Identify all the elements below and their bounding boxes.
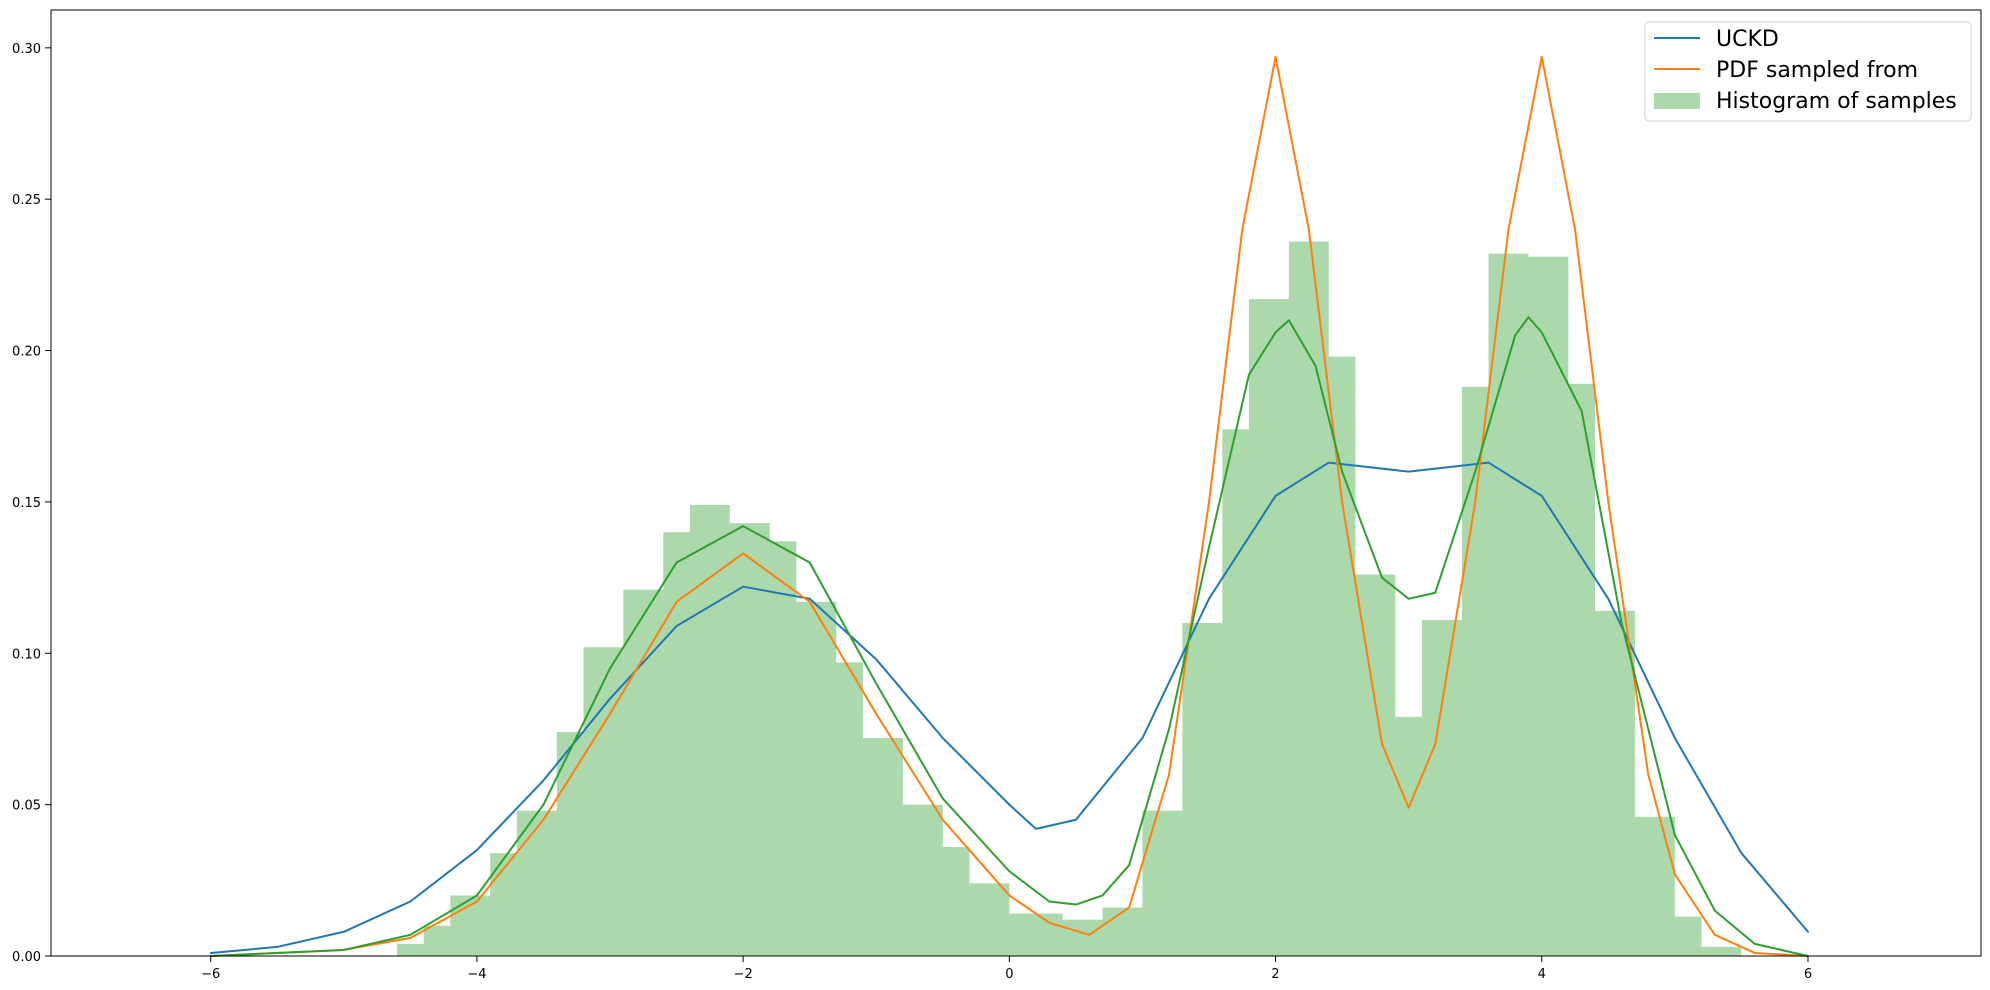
histogram-bar-22 <box>1142 810 1183 956</box>
histogram-bar-8 <box>623 589 664 956</box>
y-tick-label-4: 0.20 <box>12 345 41 360</box>
histogram-bar-5 <box>516 810 557 956</box>
x-axis-ticks: −6 −4 −2 0 2 4 6 <box>201 956 1812 982</box>
x-tick-label-0: −6 <box>201 967 220 982</box>
histogram-bar-29 <box>1395 716 1422 956</box>
y-tick-label-3: 0.15 <box>12 496 41 511</box>
legend-uckd-label: UCKD <box>1716 27 1779 52</box>
y-tick-label-6: 0.30 <box>12 42 41 57</box>
y-tick-label-5: 0.25 <box>12 193 41 208</box>
legend-box <box>1644 21 1972 122</box>
histogram-bar-24 <box>1222 429 1249 956</box>
histogram-bar-35 <box>1595 610 1635 956</box>
histogram-bar-6 <box>556 731 584 956</box>
histogram-bar-33 <box>1528 256 1569 957</box>
histogram-bar-14 <box>836 662 863 956</box>
histogram-bar-30 <box>1421 619 1462 956</box>
histogram-bar-1 <box>397 943 424 956</box>
histogram-bar-11 <box>729 523 770 956</box>
y-tick-label-1: 0.05 <box>12 799 41 814</box>
y-tick-label-0: 0.00 <box>12 950 41 965</box>
histogram-bar-7 <box>583 647 624 956</box>
histogram-bar-23 <box>1182 623 1223 956</box>
histogram-bar-28 <box>1355 574 1396 956</box>
y-axis-ticks: 0.00 0.05 0.10 0.15 0.20 0.25 0.30 <box>12 42 51 965</box>
histogram-bar-32 <box>1488 253 1529 956</box>
histogram-bar-21 <box>1102 907 1143 956</box>
histogram-bar-26 <box>1288 241 1329 956</box>
uckd-line <box>209 461 1809 954</box>
lines-layer <box>209 55 1809 957</box>
y-tick-label-2: 0.10 <box>12 647 41 662</box>
legend: UCKD PDF sampled from Histogram of sampl… <box>1644 21 1972 122</box>
histogram-bar-31 <box>1461 386 1489 956</box>
histogram-bar-27 <box>1328 356 1356 956</box>
green-density-line <box>209 316 1809 957</box>
x-tick-label-1: −4 <box>467 967 486 982</box>
x-tick-label-6: 6 <box>1804 967 1812 982</box>
histogram-bar-18 <box>969 883 1010 956</box>
legend-pdf-label: PDF sampled from <box>1716 58 1918 83</box>
x-tick-label-3: 0 <box>1005 967 1013 982</box>
legend-histogram-swatch <box>1654 93 1700 109</box>
histogram-bar-12 <box>769 541 797 956</box>
histogram-bar-36 <box>1634 816 1675 956</box>
axes-frame <box>50 9 1982 957</box>
histogram-bar-25 <box>1248 299 1289 957</box>
histogram-bar-34 <box>1568 383 1595 956</box>
histogram-bar-17 <box>942 847 970 956</box>
histogram-bar-37 <box>1674 916 1702 956</box>
histogram-bar-20 <box>1062 919 1103 956</box>
histogram-bar-13 <box>796 601 837 956</box>
pdf-sampled-from-line <box>209 55 1809 957</box>
histogram-bar-38 <box>1701 946 1742 956</box>
x-tick-label-5: 4 <box>1538 967 1546 982</box>
legend-histogram-label: Histogram of samples <box>1716 89 1957 114</box>
histogram-bar-16 <box>902 804 943 956</box>
histogram-bar-10 <box>689 504 730 956</box>
histogram-layer <box>397 241 1742 957</box>
x-tick-label-2: −2 <box>734 967 753 982</box>
histogram-bar-2 <box>423 925 451 956</box>
x-tick-label-4: 2 <box>1271 967 1279 982</box>
histogram-bar-19 <box>1009 913 1063 956</box>
histogram-bar-15 <box>862 738 903 956</box>
